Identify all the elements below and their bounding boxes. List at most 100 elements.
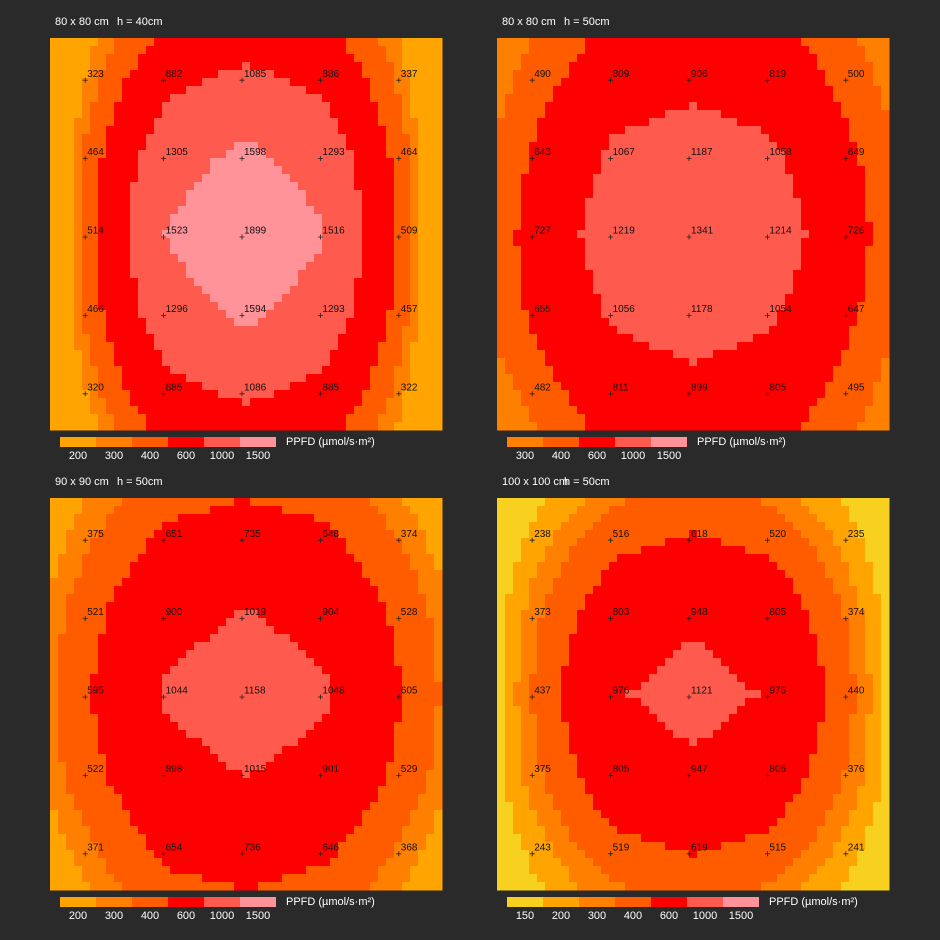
heat-cell: [314, 294, 323, 303]
heat-cell: [625, 390, 634, 399]
heat-cell: [74, 46, 83, 55]
heat-cell: [865, 334, 874, 343]
heat-cell: [817, 94, 826, 103]
heat-cell: [194, 230, 203, 239]
heat-cell: [210, 222, 219, 231]
heat-cell: [697, 262, 706, 271]
heat-cell: [817, 150, 826, 159]
heat-cell: [865, 126, 874, 135]
heat-cell: [90, 246, 99, 255]
heat-cell: [745, 406, 754, 415]
heat-cell: [569, 278, 578, 287]
heat-cell: [386, 278, 395, 287]
heat-cell: [705, 230, 714, 239]
heat-cell: [649, 342, 658, 351]
heat-cell: [186, 94, 195, 103]
heat-cell: [609, 102, 618, 111]
heat-cell: [593, 254, 602, 263]
heat-cell: [226, 302, 235, 311]
heat-cell: [242, 126, 251, 135]
heat-cell: [162, 342, 171, 351]
measure-point: [161, 312, 167, 318]
heat-cell: [713, 78, 722, 87]
heat-cell: [154, 382, 163, 391]
heat-cell: [777, 102, 786, 111]
heat-cell: [106, 374, 115, 383]
heat-cell: [649, 358, 658, 367]
heat-cell: [338, 238, 347, 247]
heat-cell: [713, 166, 722, 175]
heat-cell: [338, 46, 347, 55]
heat-cell: [394, 190, 403, 199]
heat-cell: [873, 278, 882, 287]
measure-point: [239, 156, 245, 162]
heat-cell: [833, 142, 842, 151]
heat-cell: [665, 214, 674, 223]
heat-cell: [122, 102, 131, 111]
heat-cell: [721, 174, 730, 183]
heat-cell: [801, 54, 810, 63]
legend-level: 400: [141, 450, 159, 462]
heat-cell: [146, 334, 155, 343]
heat-cell: [210, 374, 219, 383]
heat-cell: [761, 78, 770, 87]
heat-cell: [553, 150, 562, 159]
heat-cell: [226, 142, 235, 151]
heat-cell: [82, 94, 91, 103]
measure-point: [317, 234, 323, 240]
heat-cell: [282, 190, 291, 199]
heat-cell: [242, 54, 251, 63]
heat-cell: [513, 206, 522, 215]
heat-cell: [681, 78, 690, 87]
heat-cell: [809, 46, 818, 55]
heat-cell: [410, 150, 419, 159]
heat-cell: [857, 374, 866, 383]
heat-cell: [649, 70, 658, 79]
heat-cell: [657, 118, 666, 127]
heat-cell: [250, 254, 259, 263]
heat-cell: [689, 374, 698, 383]
heat-cell: [306, 422, 315, 431]
heat-cell: [362, 390, 371, 399]
heat-cell: [497, 182, 506, 191]
heat-cell: [689, 278, 698, 287]
heat-cell: [537, 334, 546, 343]
heat-cell: [633, 230, 642, 239]
heat-cell: [697, 38, 706, 47]
heat-cell: [202, 334, 211, 343]
heat-cell: [90, 206, 99, 215]
heat-cell: [146, 78, 155, 87]
heat-cell: [617, 158, 626, 167]
measure-point: [843, 156, 849, 162]
heat-cell: [338, 278, 347, 287]
heat-cell: [761, 214, 770, 223]
heat-cell: [649, 286, 658, 295]
heat-cell: [801, 198, 810, 207]
heat-cell: [817, 262, 826, 271]
heat-cell: [98, 62, 107, 71]
heat-cell: [418, 166, 427, 175]
heat-cell: [250, 78, 259, 87]
heat-cell: [849, 206, 858, 215]
heat-cell: [753, 302, 762, 311]
measure-point: [764, 312, 770, 318]
heat-cell: [402, 94, 411, 103]
heat-cell: [122, 142, 131, 151]
heat-cell: [769, 222, 778, 231]
heat-cell: [841, 182, 850, 191]
heat-cell: [777, 246, 786, 255]
heat-cell: [553, 334, 562, 343]
heat-cell: [338, 286, 347, 295]
heat-cell: [505, 38, 514, 47]
heat-cell: [250, 350, 259, 359]
heat-cell: [713, 94, 722, 103]
heat-cell: [521, 134, 530, 143]
heat-cell: [282, 422, 291, 431]
heat-cell: [769, 214, 778, 223]
heat-cell: [410, 94, 419, 103]
heat-cell: [194, 382, 203, 391]
heat-cell: [330, 166, 339, 175]
heat-cell: [617, 366, 626, 375]
heat-cell: [625, 318, 634, 327]
heat-cell: [721, 422, 730, 431]
